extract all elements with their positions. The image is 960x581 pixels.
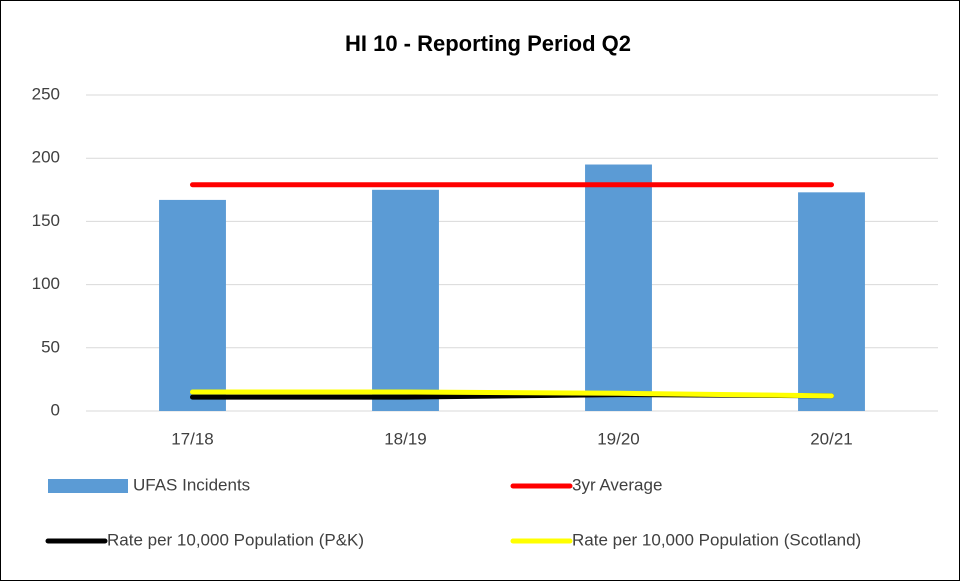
chart-title: HI 10 - Reporting Period Q2	[345, 31, 631, 56]
y-tick-label: 150	[32, 211, 60, 230]
y-tick-label: 100	[32, 274, 60, 293]
y-tick-label: 50	[41, 337, 60, 356]
y-tick-label: 0	[51, 400, 60, 419]
bar	[159, 199, 226, 411]
legend-label: 3yr Average	[572, 475, 662, 494]
x-tick-label: 20/21	[810, 429, 853, 448]
legend-label: Rate per 10,000 Population (Scotland)	[572, 530, 861, 549]
x-tick-label: 19/20	[597, 429, 640, 448]
y-tick-label: 250	[32, 84, 60, 103]
legend-swatch	[48, 479, 128, 493]
bar	[798, 192, 865, 411]
line	[190, 389, 834, 399]
x-tick-label: 17/18	[171, 429, 214, 448]
legend-label: Rate per 10,000 Population (P&K)	[107, 530, 364, 549]
y-tick-label: 200	[32, 148, 60, 167]
bar	[372, 189, 439, 411]
bar	[585, 164, 652, 411]
x-tick-label: 18/19	[384, 429, 427, 448]
legend-label: UFAS Incidents	[133, 475, 250, 494]
